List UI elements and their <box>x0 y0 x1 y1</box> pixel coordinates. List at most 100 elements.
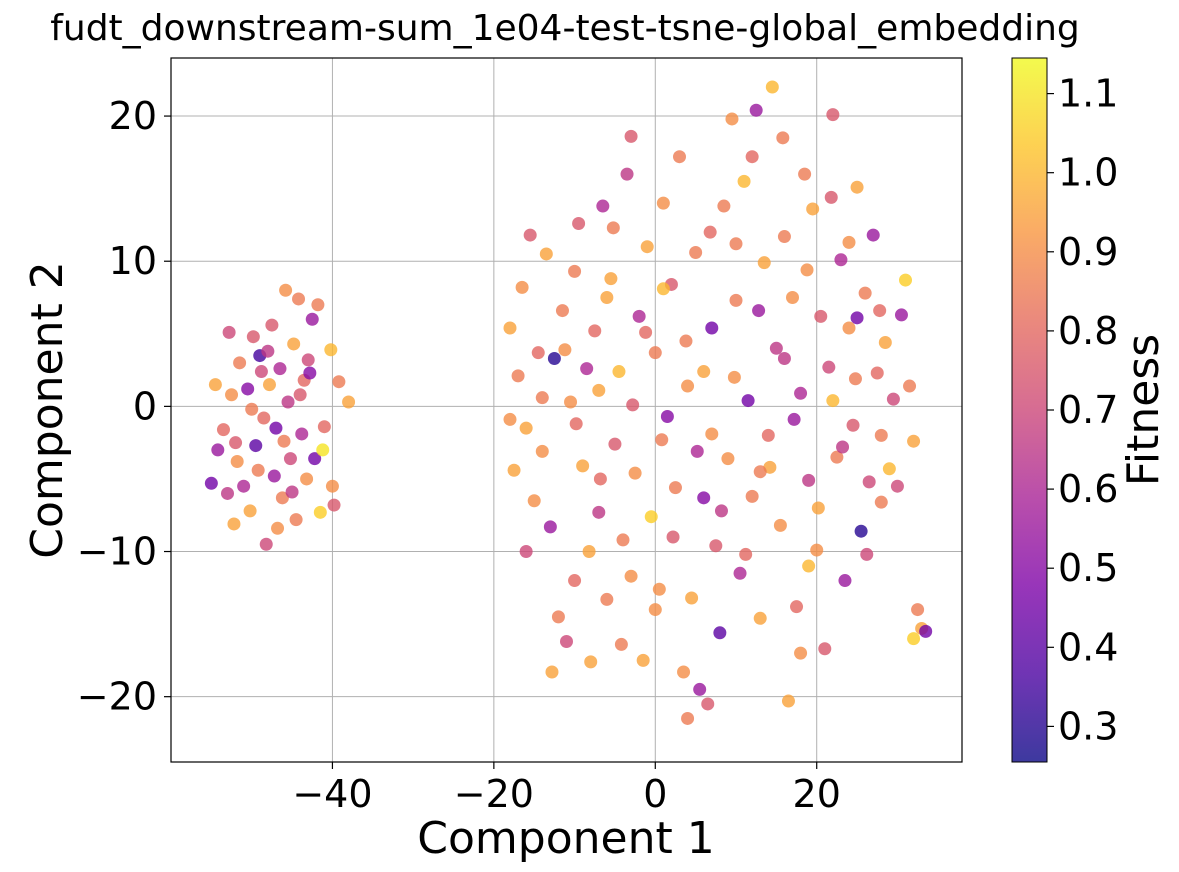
data-point <box>752 304 766 318</box>
data-point <box>225 388 239 402</box>
data-point <box>229 436 243 450</box>
data-point <box>858 286 872 300</box>
data-point <box>539 247 553 261</box>
data-point <box>842 321 856 335</box>
data-point <box>515 280 529 294</box>
data-point <box>233 356 247 370</box>
colorbar <box>1011 57 1048 763</box>
data-point <box>580 362 594 376</box>
x-axis-label: Component 1 <box>417 813 714 864</box>
data-point <box>596 199 610 213</box>
plot-area-frame <box>170 57 963 763</box>
data-point <box>604 272 618 286</box>
data-point <box>545 665 559 679</box>
data-point <box>584 655 598 669</box>
data-point <box>600 592 614 606</box>
data-point <box>781 694 795 708</box>
data-point <box>254 365 268 379</box>
data-point <box>725 112 739 126</box>
colorbar-ticks: 0.3 0.4 0.5 0.6 0.7 0.8 0.9 1.0 1.1 <box>1047 72 1118 748</box>
data-point <box>890 479 904 493</box>
data-point <box>737 174 751 188</box>
data-point <box>592 383 606 397</box>
data-point <box>666 530 680 544</box>
data-point <box>705 321 719 335</box>
data-point <box>644 510 658 524</box>
data-point <box>655 433 669 447</box>
colorbar-tick-label: 0.7 <box>1058 388 1118 432</box>
data-point <box>656 282 670 296</box>
data-point <box>543 520 557 534</box>
data-point <box>262 378 276 392</box>
data-point <box>749 103 763 117</box>
data-point <box>327 498 341 512</box>
data-point <box>790 600 804 614</box>
data-point <box>685 591 699 605</box>
colorbar-label: Fitness <box>1118 334 1169 486</box>
data-point <box>907 632 921 646</box>
data-point <box>874 495 888 509</box>
data-point <box>261 344 275 358</box>
data-point <box>860 547 874 561</box>
data-point <box>798 167 812 181</box>
data-point <box>221 486 234 500</box>
data-point <box>281 395 295 409</box>
data-point <box>305 312 319 326</box>
data-point <box>794 386 808 400</box>
x-tick-label: −20 <box>454 772 534 816</box>
data-point <box>830 450 844 464</box>
data-point <box>765 80 779 94</box>
y-axis-label: Component 2 <box>22 261 73 558</box>
colorbar-tick-label: 0.4 <box>1058 625 1118 669</box>
data-point <box>681 711 695 725</box>
data-point <box>332 375 346 389</box>
data-point <box>523 228 537 242</box>
data-point <box>729 237 743 251</box>
data-point <box>311 298 325 312</box>
data-point <box>535 444 549 458</box>
data-point <box>701 697 715 711</box>
data-point <box>555 304 569 318</box>
data-point <box>713 626 727 640</box>
y-tick-label: 20 <box>109 94 157 138</box>
data-point <box>503 321 517 335</box>
data-point <box>606 221 620 235</box>
data-point <box>324 343 338 357</box>
data-point <box>800 263 814 277</box>
x-tick-label: 0 <box>643 772 667 816</box>
data-point <box>753 465 767 479</box>
data-point <box>216 423 230 437</box>
data-point <box>283 452 297 466</box>
data-point <box>878 336 892 350</box>
data-point <box>668 481 682 495</box>
data-point <box>568 574 582 588</box>
data-point <box>257 411 271 425</box>
data-point <box>727 370 741 384</box>
data-point <box>275 491 289 505</box>
data-point <box>273 362 287 376</box>
data-point <box>251 463 265 477</box>
data-point <box>811 501 825 515</box>
data-point <box>267 469 281 483</box>
data-point <box>777 230 791 244</box>
data-point <box>624 129 638 143</box>
data-point <box>620 167 634 181</box>
y-tick-label: 0 <box>133 384 157 428</box>
data-point <box>838 574 852 588</box>
data-point <box>673 150 686 164</box>
data-point <box>769 341 783 355</box>
data-point <box>862 475 876 489</box>
data-point <box>285 485 299 499</box>
colorbar-tick-label: 0.5 <box>1058 546 1118 590</box>
data-point <box>729 293 743 307</box>
grid-lines <box>171 58 962 762</box>
data-point <box>511 369 525 383</box>
data-point <box>317 420 331 434</box>
data-point <box>866 228 880 242</box>
data-point <box>640 240 654 254</box>
data-point <box>287 337 301 351</box>
data-point <box>899 273 912 287</box>
data-point <box>660 410 674 424</box>
y-tick-label: −20 <box>77 675 157 719</box>
colorbar-tick-label: 0.8 <box>1058 309 1118 353</box>
